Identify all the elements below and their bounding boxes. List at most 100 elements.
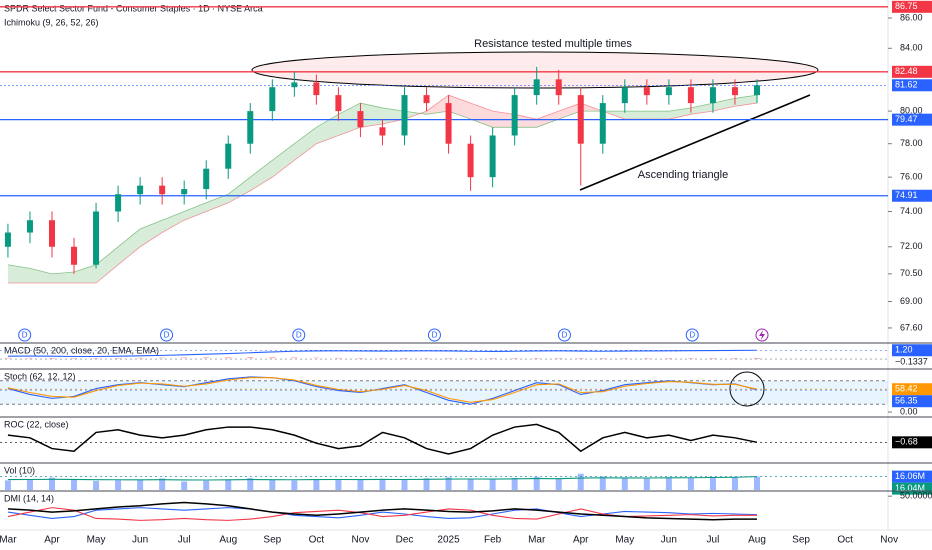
y-tick-label: 78.00 <box>900 138 923 148</box>
ichimoku-cloud <box>96 246 119 284</box>
dividend-marker <box>18 328 32 342</box>
chart-subtitle: Ichimoku (9, 26, 52, 26) <box>4 17 99 27</box>
chart-title: SPDR Select Sector Fund - Consumer Stapl… <box>4 3 263 13</box>
bar <box>181 481 188 490</box>
bar <box>357 358 364 359</box>
candle-body <box>247 111 254 144</box>
ichimoku-cloud <box>514 114 537 128</box>
bar <box>709 358 716 359</box>
bar <box>533 476 540 490</box>
ichimoku-cloud <box>558 103 581 120</box>
bar <box>26 357 33 359</box>
value-label-box <box>892 113 932 126</box>
bar <box>599 358 606 359</box>
candle-body <box>423 95 430 104</box>
bar <box>93 358 100 359</box>
dividend-label: D <box>689 331 695 340</box>
x-tick-label: Jul <box>707 535 720 546</box>
bar <box>445 477 452 490</box>
value-label: 16.04M <box>895 483 925 493</box>
value-label: 86.75 <box>895 1 918 11</box>
candle-body <box>753 85 760 96</box>
candle-body <box>467 143 474 178</box>
candle-body <box>335 95 342 112</box>
value-label: 1.20 <box>895 345 913 355</box>
candle-body <box>291 82 298 88</box>
bar <box>643 358 650 359</box>
candle-body <box>643 87 650 96</box>
bar <box>731 477 738 490</box>
candle-body <box>577 95 584 144</box>
bar <box>665 358 672 359</box>
bar <box>137 479 144 490</box>
bar <box>379 358 386 359</box>
panel-title: DMI (14, 14) <box>4 493 54 503</box>
panel-title: Vol (10) <box>4 465 35 475</box>
bar <box>313 479 320 490</box>
cloud-line <box>7 94 758 275</box>
y-tick-label: 86.00 <box>900 12 923 22</box>
value-label: 16.06M <box>895 471 925 481</box>
bar <box>115 358 122 359</box>
indicator-line <box>7 377 758 403</box>
bar <box>48 358 55 359</box>
ichimoku-cloud <box>118 228 141 265</box>
stoch-band <box>0 380 888 405</box>
y-tick-label: 74.00 <box>900 206 923 216</box>
x-tick-label: Aug <box>748 535 766 546</box>
indicator-line <box>7 349 758 358</box>
x-tick-label: Jul <box>178 535 191 546</box>
candle-body <box>401 95 408 136</box>
bar <box>731 358 738 359</box>
value-label-box <box>892 470 932 483</box>
bar <box>511 477 518 490</box>
bar <box>489 479 496 490</box>
candle-body <box>181 189 188 195</box>
bar <box>159 357 166 359</box>
candle-body <box>4 232 11 247</box>
bar <box>599 476 606 490</box>
value-label: 81.62 <box>895 80 918 90</box>
candle-body <box>93 211 100 265</box>
candle-body <box>26 220 33 233</box>
dividend-marker <box>292 328 306 342</box>
candle-body <box>665 87 672 96</box>
ichimoku-cloud <box>206 194 229 212</box>
bar <box>335 357 342 359</box>
x-tick-label: Feb <box>484 535 502 546</box>
value-label-box <box>892 79 932 92</box>
ichimoku-cloud <box>272 143 295 178</box>
candle-body <box>379 127 386 136</box>
x-tick-label: Nov <box>352 535 370 546</box>
bar <box>26 479 33 490</box>
x-tick-label: Jun <box>661 535 677 546</box>
bar <box>401 479 408 490</box>
candle-body <box>48 220 55 247</box>
bar <box>335 479 342 490</box>
bar <box>423 357 430 359</box>
ichimoku-cloud <box>360 103 383 128</box>
annotation: Ascending triangle <box>638 169 729 181</box>
value-label-box <box>892 383 932 396</box>
x-tick-label: Sep <box>263 535 281 546</box>
ichimoku-cloud <box>294 127 317 161</box>
y-tick-label: 72.00 <box>900 241 923 251</box>
y-tick-label: 69.00 <box>900 296 923 306</box>
candle-body <box>489 135 496 178</box>
x-tick-label: Nov <box>880 535 898 546</box>
value-label: −0.1337 <box>895 357 928 367</box>
lightning-icon <box>755 328 769 342</box>
y-tick-label: 67.60 <box>900 322 923 332</box>
x-tick-label: Dec <box>396 535 414 546</box>
dividend-marker <box>685 328 699 342</box>
x-tick-label: Apr <box>573 535 589 546</box>
dividend-label: D <box>22 331 28 340</box>
bar <box>181 357 188 359</box>
triangle-line <box>579 94 811 191</box>
candle-body <box>313 82 320 96</box>
dividend-label: D <box>164 331 170 340</box>
candle-body <box>555 79 562 96</box>
bar <box>753 358 760 360</box>
bar <box>643 478 650 490</box>
